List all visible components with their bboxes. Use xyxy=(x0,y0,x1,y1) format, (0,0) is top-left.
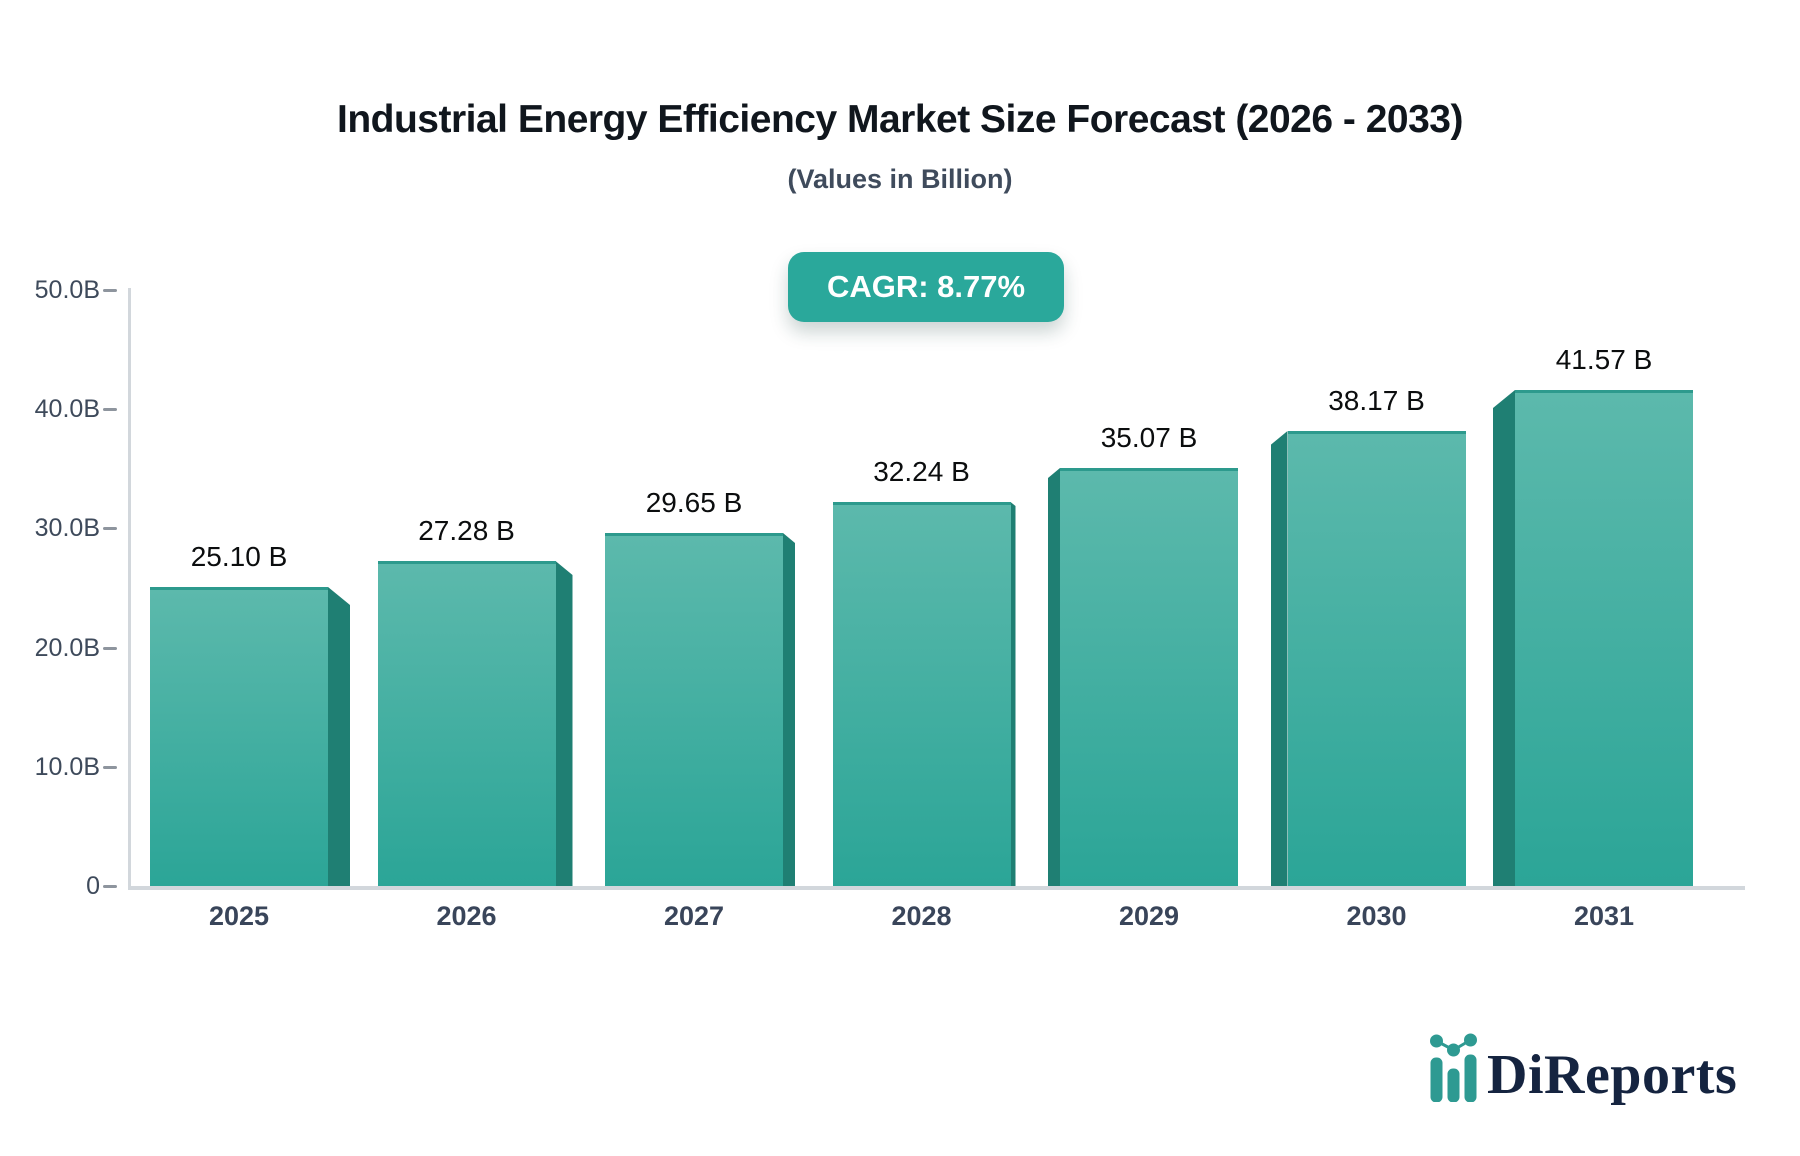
brand-name: DiReports xyxy=(1487,1044,1738,1107)
x-axis-category-label: 2031 xyxy=(1573,901,1635,931)
bar-value-label: 27.28 B xyxy=(418,515,515,546)
bar-face xyxy=(832,502,1011,886)
bar-face xyxy=(1060,468,1238,886)
bar-face xyxy=(605,533,783,886)
bar-2030[interactable] xyxy=(1270,431,1466,886)
bar-2027[interactable] xyxy=(605,533,795,886)
bar-2031[interactable] xyxy=(1493,390,1693,886)
y-axis-line xyxy=(128,288,131,888)
bar-side-shadow xyxy=(1270,431,1288,886)
chart-title: Industrial Energy Efficiency Market Size… xyxy=(337,98,1463,141)
bar-face xyxy=(1515,390,1693,886)
bar-2025[interactable] xyxy=(150,587,350,886)
y-axis-tick-label: 0 xyxy=(86,872,100,900)
y-axis-tick-label: 20.0B xyxy=(34,633,100,662)
y-axis-tick-mark xyxy=(103,885,117,888)
bar-line-chart-icon xyxy=(1430,1033,1477,1102)
x-axis-category-label: 2029 xyxy=(1118,901,1180,931)
bar-value-label: 38.17 B xyxy=(1328,385,1425,416)
chart-subtitle: (Values in Billion) xyxy=(787,164,1013,194)
bar-value-label: 32.24 B xyxy=(873,456,970,487)
y-axis-tick-label: 40.0B xyxy=(34,395,100,424)
bar-value-label: 25.10 B xyxy=(190,541,288,572)
x-axis-category-label: 2030 xyxy=(1346,901,1407,931)
x-axis-category-label: 2026 xyxy=(436,901,497,931)
y-axis-tick-mark xyxy=(103,765,117,769)
bar-side-shadow xyxy=(783,533,795,886)
y-axis-tick-mark xyxy=(103,289,117,292)
y-axis-tick-mark xyxy=(103,408,117,412)
bar-side-shadow xyxy=(1493,390,1515,886)
x-axis-category-label: 2027 xyxy=(663,901,725,931)
y-axis-tick-label: 30.0B xyxy=(34,514,100,543)
x-axis-category-label: 2028 xyxy=(891,901,952,931)
x-axis-category-label: 2025 xyxy=(208,901,270,931)
bar-side-shadow xyxy=(1010,502,1016,886)
bar-face xyxy=(377,561,556,886)
bar-side-shadow xyxy=(1048,468,1060,886)
bar-2028[interactable] xyxy=(832,502,1016,886)
bar-side-shadow xyxy=(555,561,573,886)
y-axis-tick-label: 50.0B xyxy=(34,276,100,304)
y-axis-tick-mark xyxy=(103,646,117,650)
bar-face xyxy=(1287,431,1466,886)
bar-value-label: 29.65 B xyxy=(645,487,743,518)
bar-side-shadow xyxy=(328,587,350,886)
bar-2029[interactable] xyxy=(1048,468,1238,886)
cagr-badge: CAGR: 8.77% xyxy=(788,252,1064,322)
y-axis-tick-label: 10.0B xyxy=(34,752,100,781)
bar-face xyxy=(150,587,328,886)
x-axis-line xyxy=(128,886,1745,890)
y-axis-tick-mark xyxy=(103,527,117,531)
bar-value-label: 41.57 B xyxy=(1555,344,1653,375)
bar-2026[interactable] xyxy=(377,561,573,886)
brand-logo[interactable]: DiReports xyxy=(1430,1028,1738,1107)
bar-value-label: 35.07 B xyxy=(1100,422,1198,453)
